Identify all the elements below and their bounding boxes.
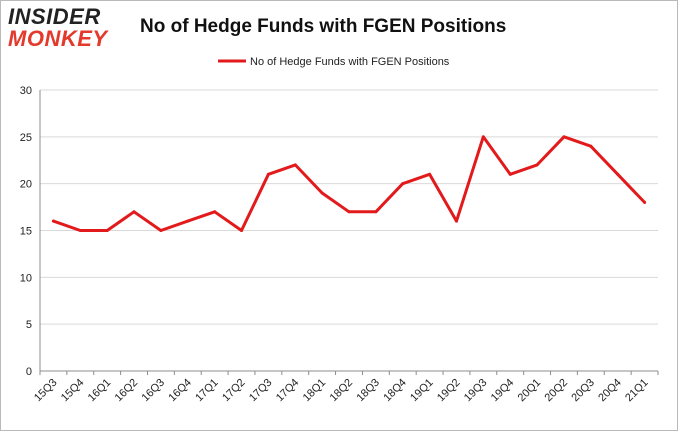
y-tick-label: 30 xyxy=(20,85,32,97)
y-tick-label: 5 xyxy=(26,319,32,331)
x-tick-label: 18Q4 xyxy=(381,377,409,405)
data-point xyxy=(589,144,593,148)
y-tick-labels: 0 5 10 15 20 25 30 xyxy=(20,85,32,378)
x-tick-label: 20Q2 xyxy=(543,377,571,405)
data-point xyxy=(213,210,217,214)
data-point xyxy=(616,172,620,176)
x-tick-label: 16Q4 xyxy=(166,377,194,405)
x-tick-label: 20Q3 xyxy=(569,377,597,405)
axes xyxy=(39,90,659,375)
legend: No of Hedge Funds with FGEN Positions xyxy=(218,56,450,68)
x-tick-label: 21Q1 xyxy=(623,377,651,405)
x-tick-label: 15Q4 xyxy=(59,377,87,405)
y-tick-label: 25 xyxy=(20,132,32,144)
y-tick-label: 10 xyxy=(20,272,32,284)
x-tick-label: 19Q1 xyxy=(408,377,436,405)
data-point xyxy=(78,229,82,232)
x-tick-label: 20Q1 xyxy=(516,377,544,405)
data-point xyxy=(374,210,378,214)
data-point xyxy=(240,229,244,232)
y-tick-label: 15 xyxy=(20,226,32,238)
data-point xyxy=(51,219,55,223)
x-tick-label: 18Q3 xyxy=(354,377,382,405)
data-point xyxy=(454,219,458,223)
data-point xyxy=(266,172,270,176)
insider-monkey-logo: INSIDER MONKEY xyxy=(8,6,128,54)
x-tick-label: 16Q3 xyxy=(140,377,168,405)
gridlines xyxy=(40,89,658,325)
x-tick-label: 19Q3 xyxy=(462,377,490,405)
x-tick-label: 17Q2 xyxy=(220,377,248,405)
data-point xyxy=(428,172,432,176)
y-tick-label: 0 xyxy=(26,366,32,378)
y-tick-label: 20 xyxy=(20,179,32,191)
data-point xyxy=(293,163,297,167)
chart-title: No of Hedge Funds with FGEN Positions xyxy=(140,16,507,37)
data-point xyxy=(508,172,512,176)
data-point xyxy=(535,163,539,167)
data-point xyxy=(481,135,485,139)
data-point xyxy=(105,229,109,232)
data-point xyxy=(159,229,163,232)
data-point xyxy=(347,210,351,214)
x-tick-label: 19Q2 xyxy=(435,377,463,405)
data-point xyxy=(320,191,324,195)
x-tick-label: 20Q4 xyxy=(596,377,624,405)
legend-label: No of Hedge Funds with FGEN Positions xyxy=(250,56,450,68)
x-tick-label: 15Q3 xyxy=(32,377,60,405)
x-tick-label: 16Q1 xyxy=(86,377,114,405)
data-point xyxy=(401,182,405,186)
data-point xyxy=(562,135,566,139)
x-tick-label: 19Q4 xyxy=(489,377,517,405)
logo-line-insider: INSIDER xyxy=(8,4,101,29)
x-tick-label: 17Q3 xyxy=(247,377,275,405)
x-tick-label: 18Q2 xyxy=(328,377,356,405)
x-tick-labels: 15Q3 15Q4 16Q1 16Q2 16Q3 16Q4 17Q1 17Q2 17Q3 17Q4… xyxy=(32,377,651,405)
x-tick-label: 17Q4 xyxy=(274,377,302,405)
x-tick-label: 18Q1 xyxy=(301,377,329,405)
data-point xyxy=(643,200,647,204)
data-point xyxy=(132,210,136,214)
series-lines xyxy=(51,135,647,232)
logo-line-monkey: MONKEY xyxy=(8,26,108,51)
data-point xyxy=(186,219,190,223)
x-tick-label: 16Q2 xyxy=(113,377,141,405)
x-tick-label: 17Q1 xyxy=(193,377,221,405)
